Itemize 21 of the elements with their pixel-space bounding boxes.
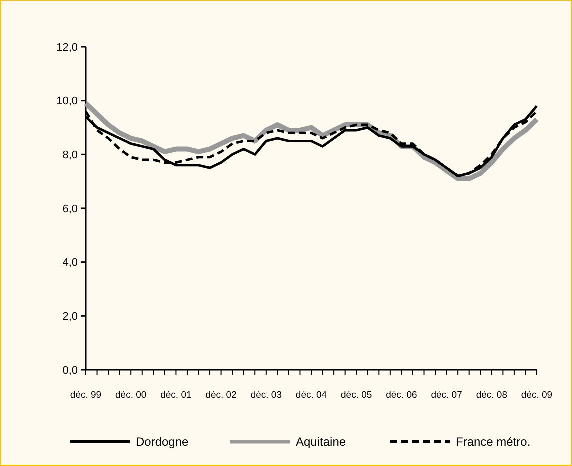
- legend-label: Dordogne: [136, 435, 190, 450]
- x-tick-label: déc. 02: [206, 390, 237, 401]
- x-tick-label: déc. 07: [431, 390, 462, 401]
- y-tick-label: 8,0: [62, 150, 78, 162]
- y-tick-label: 4,0: [62, 257, 78, 270]
- y-tick-label: 6,0: [62, 203, 78, 216]
- x-tick-label: déc. 06: [386, 390, 418, 401]
- y-tick-label: 12,0: [56, 42, 78, 54]
- x-tick-label: déc. 08: [476, 390, 508, 401]
- x-tick-label: déc. 01: [160, 390, 192, 401]
- y-tick-label: 0,0: [62, 364, 78, 377]
- x-tick-label: déc. 03: [250, 390, 282, 401]
- x-tick-label: déc. 09: [521, 390, 553, 401]
- x-tick-label: déc. 00: [116, 390, 147, 401]
- x-tick-label: déc. 04: [296, 390, 328, 401]
- y-tick-label: 10,0: [56, 96, 78, 108]
- y-tick-label: 2,0: [62, 311, 78, 324]
- legend-label: France métro.: [456, 435, 531, 450]
- legend-label: Aquitaine: [296, 435, 346, 450]
- x-tick-label: déc. 05: [341, 390, 372, 401]
- x-tick-label: déc. 99: [70, 390, 102, 401]
